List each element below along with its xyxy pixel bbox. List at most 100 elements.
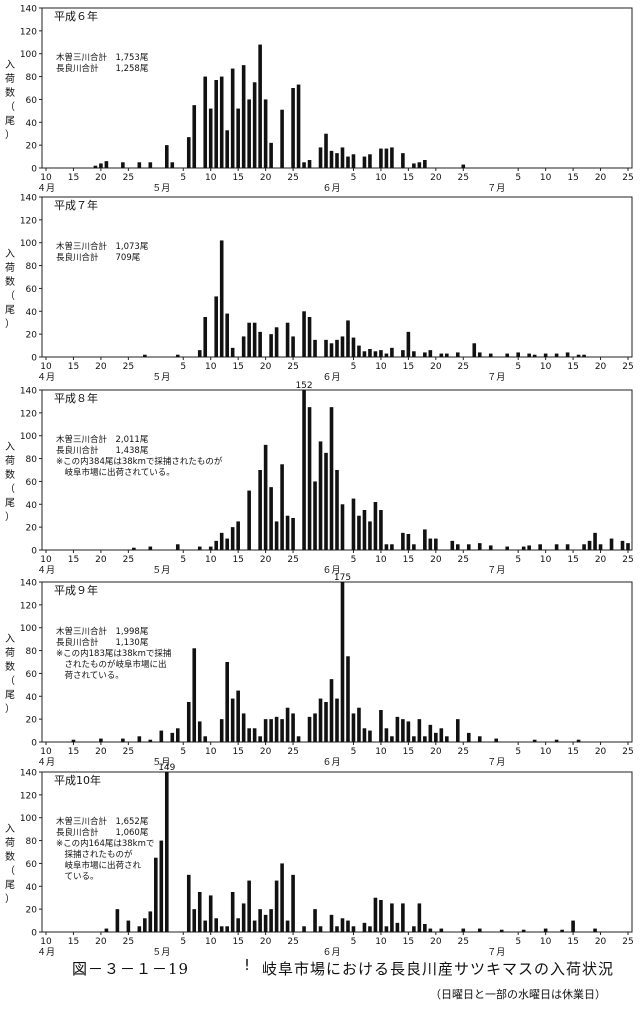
bar <box>357 345 361 357</box>
bar <box>236 690 240 742</box>
bar <box>488 545 493 550</box>
bar <box>357 515 361 550</box>
x-tick-label: 20 <box>430 362 442 372</box>
x-tick-label: 15 <box>68 362 79 372</box>
bar <box>466 732 471 742</box>
bar <box>307 407 312 550</box>
x-tick-label: 10 <box>540 173 552 183</box>
bar <box>313 481 317 550</box>
bar <box>148 546 153 550</box>
bar <box>390 903 394 932</box>
x-tick-label: 20 <box>260 747 272 757</box>
chart-title: 平成10年 <box>54 773 101 787</box>
y-axis-label-char: 荷 <box>5 455 15 467</box>
bar <box>225 662 229 742</box>
bar <box>247 490 251 550</box>
bar <box>346 920 350 932</box>
bar <box>241 336 246 357</box>
bar <box>390 347 394 357</box>
bar <box>318 147 323 168</box>
annotation-text: ※この内164尾は38kmで <box>56 838 154 849</box>
bar <box>423 736 427 742</box>
chart-title: 平成８年 <box>54 391 98 405</box>
x-tick-label: 25 <box>123 362 134 372</box>
y-tick-label: 20 <box>26 906 38 916</box>
x-tick-label: 5 <box>180 362 186 372</box>
bar <box>219 240 224 357</box>
month-label: ７月 <box>487 565 505 576</box>
y-axis-label-char: 入 <box>5 249 15 260</box>
y-axis-label-char: 入 <box>5 60 15 71</box>
bar <box>351 926 356 932</box>
x-tick-label: 10 <box>205 747 217 757</box>
bar <box>445 353 449 357</box>
y-tick-label: 40 <box>26 308 38 318</box>
x-tick-label: 15 <box>403 173 414 183</box>
plot-frame <box>41 7 633 169</box>
x-tick-label: 25 <box>458 173 469 183</box>
bar <box>384 148 389 168</box>
x-tick-label: 25 <box>458 747 469 757</box>
bar <box>247 880 251 932</box>
bar <box>269 909 273 932</box>
bar <box>620 540 625 550</box>
bar <box>230 347 235 357</box>
bar <box>423 924 427 932</box>
y-axis-label-char: 尾 <box>5 879 15 891</box>
y-tick-label: 140 <box>20 194 37 204</box>
y-tick-label: 120 <box>20 601 37 611</box>
y-tick-label: 40 <box>26 883 38 893</box>
bar <box>340 147 345 168</box>
x-tick-label: 20 <box>430 937 442 947</box>
bar <box>351 154 356 168</box>
bar <box>571 920 575 932</box>
bar <box>291 88 295 168</box>
month-label: ５月 <box>152 947 170 958</box>
bar <box>609 538 614 550</box>
bar <box>104 161 109 168</box>
bar <box>225 926 229 932</box>
bar <box>527 545 531 550</box>
bar <box>626 543 630 550</box>
bar <box>390 544 394 550</box>
month-label: ６月 <box>323 757 341 768</box>
annotation-text: 採捕されたものが <box>56 849 133 860</box>
bar <box>285 707 290 742</box>
x-tick-label: 20 <box>260 555 272 565</box>
bar <box>307 160 312 168</box>
bar <box>230 68 235 168</box>
x-tick-label: 10 <box>540 555 552 565</box>
x-tick-label: 5 <box>180 747 186 757</box>
bar <box>115 909 120 932</box>
bar <box>203 920 208 932</box>
bar <box>439 353 444 357</box>
bar <box>329 914 334 932</box>
bar <box>450 540 455 550</box>
bar <box>230 527 235 550</box>
bar <box>307 317 312 357</box>
x-tick-label: 10 <box>375 747 387 757</box>
bar <box>241 65 246 168</box>
y-tick-label: 80 <box>26 647 38 657</box>
bar <box>324 133 328 168</box>
bar <box>428 350 433 357</box>
month-label: ４月 <box>37 565 55 576</box>
x-tick-label: 20 <box>260 937 272 947</box>
y-axis-label-char: 数 <box>5 850 15 863</box>
month-label: ５月 <box>152 183 170 194</box>
bar <box>340 336 345 357</box>
x-tick-label: 20 <box>260 362 272 372</box>
x-tick-label: 15 <box>232 747 243 757</box>
y-tick-label: 100 <box>20 624 37 634</box>
x-tick-label: 20 <box>595 937 607 947</box>
bar <box>197 721 202 742</box>
bar <box>71 739 76 742</box>
bar <box>186 874 191 932</box>
bar <box>192 105 197 168</box>
bar <box>379 148 383 168</box>
bar <box>340 582 345 742</box>
bar <box>192 648 197 742</box>
annotation-text: 荷されている。 <box>56 670 124 681</box>
x-tick-label: 5 <box>351 362 357 372</box>
